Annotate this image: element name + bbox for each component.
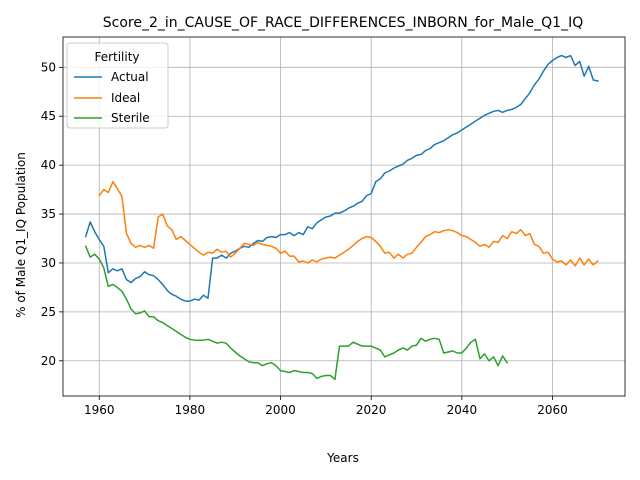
y-tick-label: 35: [41, 207, 56, 221]
legend: Fertility Actual Ideal Sterile: [66, 42, 169, 129]
x-tick-label: 1980: [175, 403, 206, 417]
chart-title: Score_2_in_CAUSE_OF_RACE_DIFFERENCES_INB…: [103, 15, 583, 31]
x-tick-label: 2000: [265, 403, 296, 417]
legend-label-sterile: Sterile: [111, 111, 150, 125]
legend-label-ideal: Ideal: [111, 91, 140, 105]
series-line-sterile: [84, 245, 509, 381]
y-axis-label: % of Male Q1_IQ Population: [14, 152, 28, 318]
x-tick-label: 2060: [537, 403, 568, 417]
series-lines: [84, 54, 599, 381]
x-tick-label: 2040: [447, 403, 478, 417]
legend-label-actual: Actual: [111, 70, 149, 84]
axis-ticks: 1960 1980 2000 2020 2040 2060 20 25 30 35 40 45 50: [41, 60, 568, 417]
y-tick-label: 25: [41, 305, 56, 319]
y-tick-label: 50: [41, 60, 56, 74]
plot-area-frame: [62, 36, 626, 397]
legend-title: Fertility: [94, 50, 139, 64]
legend-frame: [66, 42, 169, 129]
series-line-ideal: [98, 181, 599, 267]
y-tick-label: 40: [41, 158, 56, 172]
x-tick-label: 2020: [356, 403, 387, 417]
x-tick-label: 1960: [84, 403, 115, 417]
y-tick-label: 45: [41, 109, 56, 123]
y-tick-label: 20: [41, 354, 56, 368]
x-axis-label: Years: [326, 451, 359, 465]
series-line-actual: [84, 54, 599, 302]
y-tick-label: 30: [41, 256, 56, 270]
